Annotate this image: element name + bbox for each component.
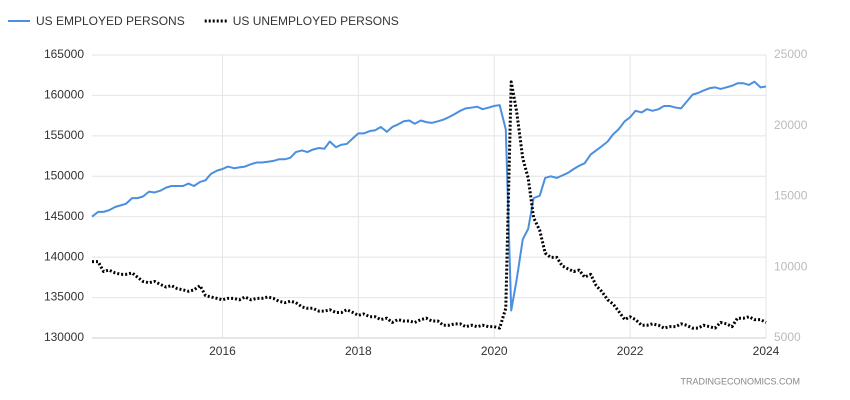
x-tick-label: 2018 xyxy=(345,344,372,358)
y-tick-label: 145000 xyxy=(44,209,84,223)
legend-label: US EMPLOYED PERSONS xyxy=(36,14,185,28)
y2-tick-label: 5000 xyxy=(774,330,801,344)
x-tick-label: 2016 xyxy=(209,344,236,358)
y-tick-label: 165000 xyxy=(44,47,84,61)
y-tick-label: 155000 xyxy=(44,128,84,142)
y2-tick-label: 25000 xyxy=(774,47,808,61)
x-tick-label: 2022 xyxy=(617,344,644,358)
y2-tick-label: 10000 xyxy=(774,259,808,273)
y-tick-label: 130000 xyxy=(44,330,84,344)
y2-tick-label: 15000 xyxy=(774,189,808,203)
y2-tick-label: 20000 xyxy=(774,118,808,132)
y-tick-label: 160000 xyxy=(44,88,84,102)
x-tick-label: 2024 xyxy=(753,344,780,358)
y-tick-label: 150000 xyxy=(44,168,84,182)
y-tick-label: 135000 xyxy=(44,290,84,304)
x-tick-label: 2020 xyxy=(481,344,508,358)
y-tick-label: 140000 xyxy=(44,249,84,263)
watermark: TRADINGECONOMICS.COM xyxy=(680,376,800,386)
series-line xyxy=(92,80,767,330)
series-line xyxy=(91,80,767,312)
legend-label: US UNEMPLOYED PERSONS xyxy=(233,14,399,28)
